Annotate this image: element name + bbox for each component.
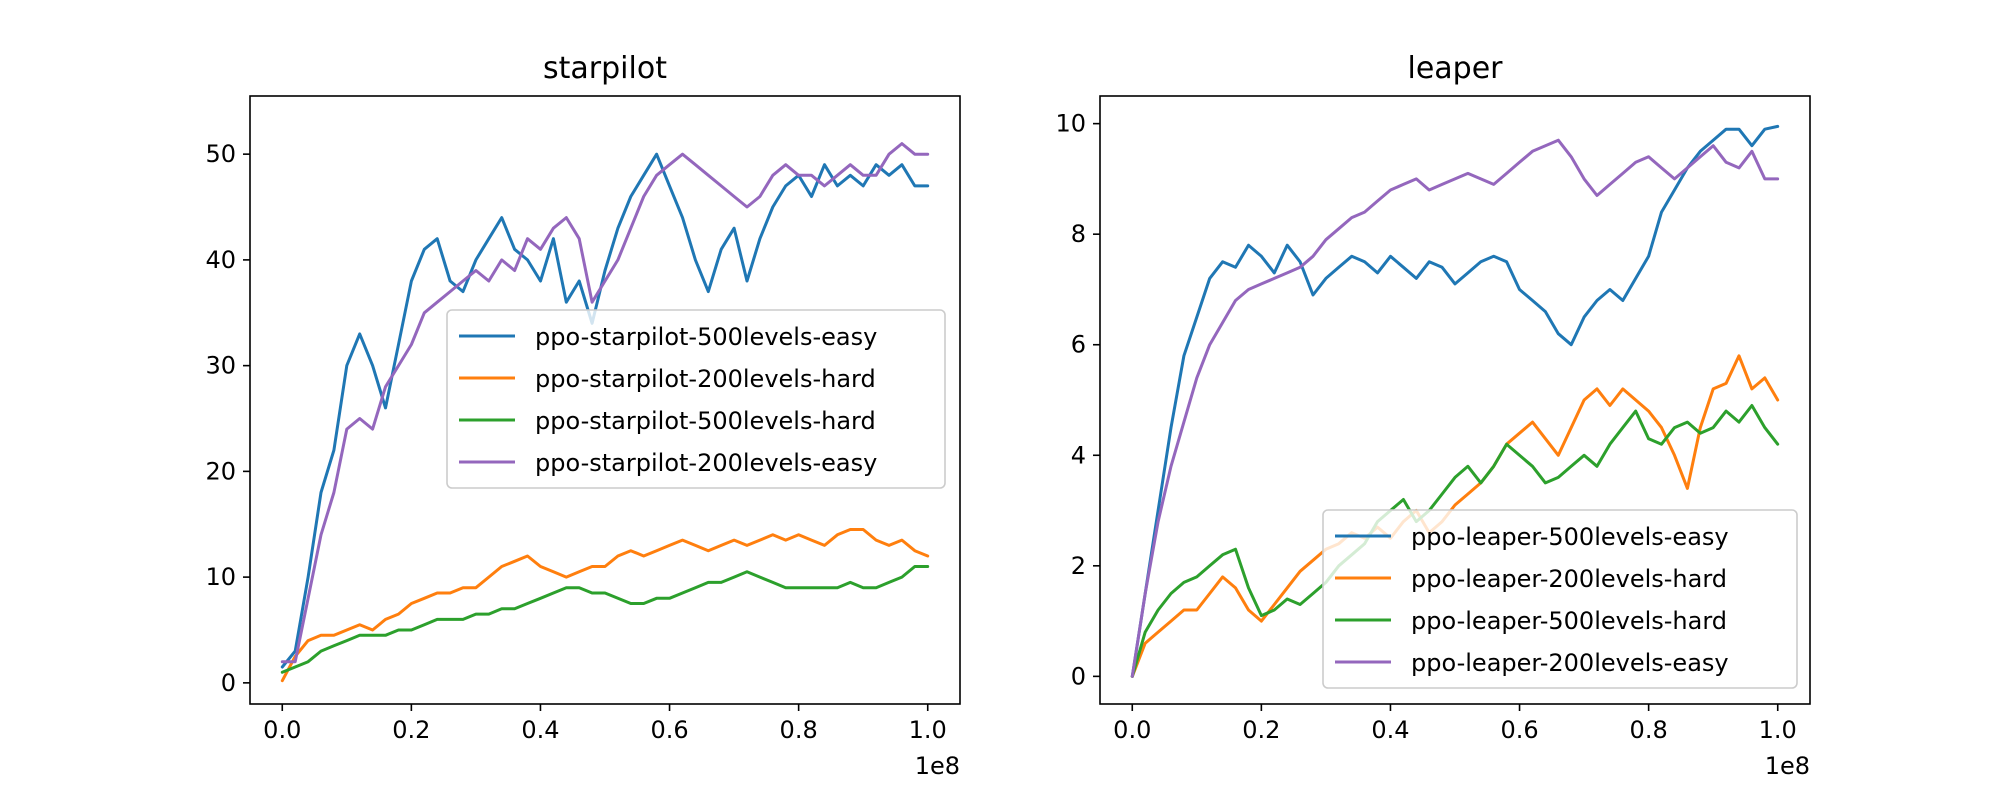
x-tick-label: 0.0 <box>263 716 301 744</box>
x-tick-label: 0.8 <box>1630 716 1668 744</box>
legend: ppo-leaper-500levels-easy ppo-leaper-200l… <box>1322 509 1798 689</box>
axes-frame <box>249 95 961 705</box>
legend-frame <box>1322 509 1798 689</box>
plot-area <box>280 142 930 683</box>
chart-starpilot: starpilot 0.0 0.2 0.4 0.6 0.8 1.0 1e8 0 10 20 30 40 5… <box>205 51 961 780</box>
x-offset-label: 1e8 <box>1765 752 1810 780</box>
y-tick-label: 50 <box>205 140 236 168</box>
x-tick-label: 0.6 <box>650 716 688 744</box>
legend-label: ppo-starpilot-200levels-easy <box>535 449 877 477</box>
legend-label: ppo-leaper-500levels-easy <box>1411 523 1729 551</box>
x-tick-label: 0.4 <box>521 716 559 744</box>
legend-label: ppo-leaper-200levels-easy <box>1411 649 1729 677</box>
y-tick-label: 4 <box>1071 441 1086 469</box>
series-line-ppo-leaper-500levels-hard <box>1130 404 1780 678</box>
legend-label: ppo-leaper-200levels-hard <box>1411 565 1727 593</box>
plot-area <box>1130 124 1780 678</box>
x-tick-label: 0.6 <box>1500 716 1538 744</box>
x-tick-label: 0.2 <box>1242 716 1280 744</box>
y-tick-label: 10 <box>1055 110 1086 138</box>
y-tick-label: 30 <box>205 352 236 380</box>
legend-frame <box>446 309 946 489</box>
y-tick-label: 10 <box>205 563 236 591</box>
legend-label: ppo-leaper-500levels-hard <box>1411 607 1727 635</box>
series-line-ppo-starpilot-200levels-easy <box>280 142 930 664</box>
x-tick-label: 0.4 <box>1371 716 1409 744</box>
y-tick-label: 2 <box>1071 552 1086 580</box>
y-tick-label: 0 <box>221 669 236 697</box>
y-tick-label: 0 <box>1071 662 1086 690</box>
series-line-ppo-starpilot-500levels-hard <box>280 565 930 674</box>
series-line-ppo-starpilot-200levels-hard <box>280 528 930 683</box>
y-tick-label: 8 <box>1071 220 1086 248</box>
x-tick-label: 0.2 <box>392 716 430 744</box>
series-line-ppo-starpilot-500levels-easy <box>280 152 930 669</box>
series-line-ppo-leaper-200levels-hard <box>1130 354 1780 678</box>
legend: ppo-starpilot-500levels-easy ppo-starpilo… <box>446 309 946 489</box>
axes-frame <box>1099 95 1811 705</box>
x-tick-label: 0.0 <box>1113 716 1151 744</box>
legend-label: ppo-starpilot-500levels-easy <box>535 323 877 351</box>
series-line-ppo-leaper-500levels-easy <box>1130 124 1780 678</box>
chart-title: leaper <box>1407 51 1503 86</box>
y-tick-label: 40 <box>205 246 236 274</box>
y-tick-label: 20 <box>205 457 236 485</box>
x-offset-label: 1e8 <box>915 752 960 780</box>
chart-title: starpilot <box>543 51 667 86</box>
x-tick-label: 1.0 <box>1759 716 1797 744</box>
legend-label: ppo-starpilot-500levels-hard <box>535 407 876 435</box>
legend-label: ppo-starpilot-200levels-hard <box>535 365 876 393</box>
series-line-ppo-leaper-200levels-easy <box>1130 138 1780 678</box>
x-tick-label: 1.0 <box>909 716 947 744</box>
y-tick-label: 6 <box>1071 331 1086 359</box>
x-tick-label: 0.8 <box>780 716 818 744</box>
chart-leaper: leaper 0.0 0.2 0.4 0.6 0.8 1.0 1e8 0 2 4 6 8 10 ppo-le… <box>1055 51 1811 780</box>
